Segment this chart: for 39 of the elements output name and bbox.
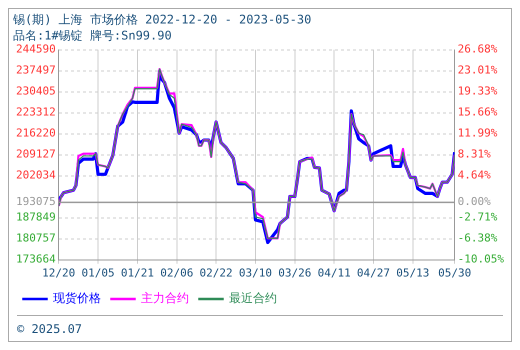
y-tick-label: 237497 (16, 64, 56, 77)
y2-tick-label: 0.00% (458, 195, 492, 208)
y-tick-label: 173664 (16, 252, 56, 266)
y-tick-label: 230405 (16, 84, 56, 98)
chart-subtitle: 品名:1#锡锭 牌号:Sn99.90 (13, 28, 172, 43)
x-tick-label: 04/11 (318, 266, 351, 280)
y2-tick-label: 15.66% (458, 106, 498, 119)
x-tick-label: 03/10 (238, 266, 272, 280)
x-tick-label: 02/06 (160, 266, 194, 280)
x-tick-label: 01/21 (120, 266, 154, 280)
y2-tick-label: 19.33% (458, 84, 498, 98)
y2-tick-label: 11.99% (458, 126, 498, 140)
y2-tick-label: -2.71% (458, 210, 498, 224)
y2-tick-label: 26.68% (458, 42, 498, 56)
text: © 2025.07 (17, 322, 82, 336)
x-tick-label: 05/13 (396, 266, 430, 280)
legend-label: 最近合约 (229, 291, 277, 306)
x-tick-label: 12/20 (42, 266, 76, 280)
x-tick-label: 02/22 (200, 266, 233, 280)
y-tick-label: 244590 (16, 42, 56, 56)
y-tick-label: 193075 (16, 195, 56, 208)
y-tick-label: 187849 (16, 210, 56, 224)
y2-tick-label: -10.05% (458, 252, 504, 266)
y-tick-label: 223312 (16, 106, 56, 119)
y2-tick-label: -6.38% (458, 232, 498, 245)
x-tick-label: 04/27 (356, 266, 390, 280)
chart-title: 锡(期) 上海 市场价格 2022-12-20 - 2023-05-30 (12, 12, 312, 26)
legend-label: 现货价格 (53, 291, 101, 306)
x-tick-label: 05/30 (438, 266, 472, 280)
x-tick-label: 01/05 (82, 266, 115, 280)
y-tick-label: 209127 (16, 148, 56, 161)
y2-tick-label: 23.01% (458, 64, 498, 77)
legend-label: 主力合约 (141, 291, 189, 306)
y-tick-label: 180757 (16, 232, 56, 245)
y2-tick-label: 4.64% (458, 168, 492, 182)
y-tick-label: 202034 (16, 168, 56, 182)
x-tick-label: 03/26 (278, 266, 312, 280)
y2-tick-label: 8.31% (458, 148, 492, 161)
y-tick-label: 216220 (16, 126, 56, 140)
